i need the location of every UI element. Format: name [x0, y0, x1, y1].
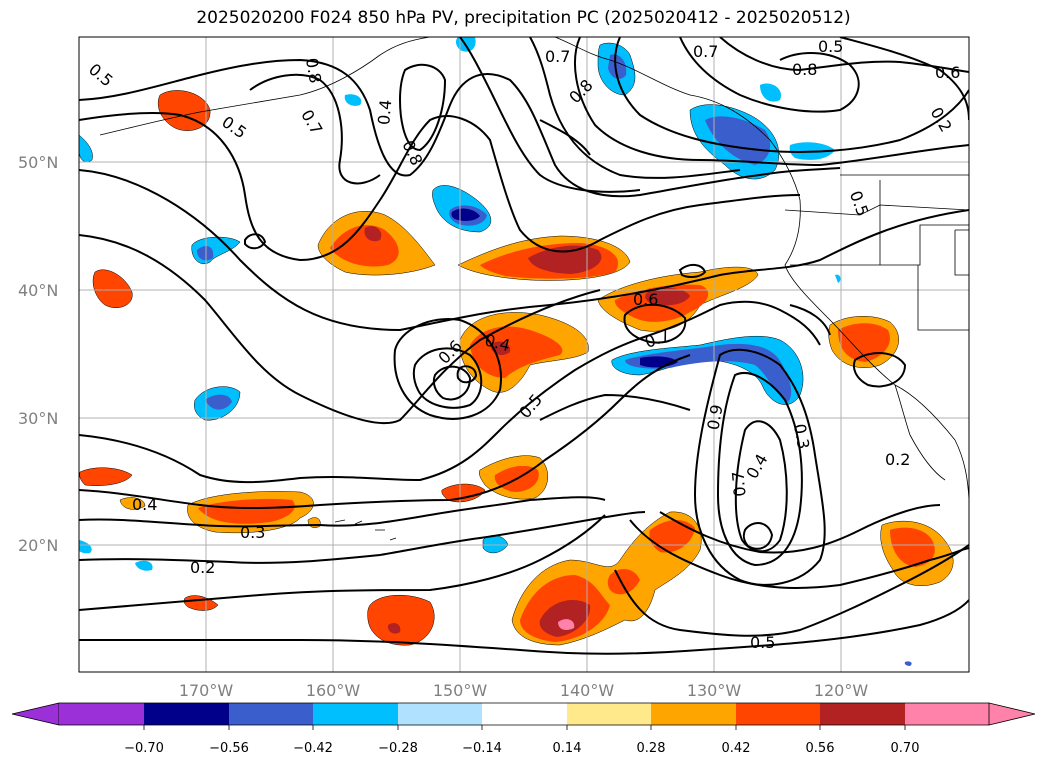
colorbar-extend-high — [988, 702, 1036, 726]
lat-label: 40°N — [18, 281, 58, 300]
contour-label: 0.7 — [693, 42, 718, 61]
contour-label: 0.2 — [885, 450, 910, 469]
lat-label: 20°N — [18, 536, 58, 555]
lon-label: 170°W — [179, 681, 234, 700]
map-gridlines — [79, 37, 969, 672]
contour-label: 0.7 — [728, 470, 749, 497]
colorbar-segment — [144, 703, 229, 725]
contour-label: 0.3 — [790, 422, 813, 450]
colorbar-segment — [905, 703, 989, 725]
contour-label: 0.4 — [132, 495, 157, 514]
contour-label: 0.5 — [750, 633, 775, 652]
contour-label: 0.7 — [297, 106, 326, 138]
lon-label: 150°W — [433, 681, 488, 700]
contour-label: 0.5 — [85, 60, 117, 91]
contour-label: 0.9 — [703, 403, 726, 431]
contour-label: 0.8 — [302, 56, 325, 84]
contour-label: 0.2 — [190, 558, 215, 577]
colorbar-segment — [482, 703, 567, 725]
contour-label: 0.2 — [927, 104, 956, 136]
map-title: 2025020200 F024 850 hPa PV, precipitatio… — [196, 8, 851, 28]
lon-label: 160°W — [306, 681, 361, 700]
lat-label: 30°N — [18, 409, 58, 428]
contour-label: 0.8 — [565, 76, 596, 107]
colorbar-tick-label: −0.56 — [209, 741, 249, 756]
colorbar-tick-label: −0.28 — [378, 741, 418, 756]
map-area: 0.5 0.8 0.7 0.5 0.4 0.8 0.7 0.8 0.7 0.5 … — [79, 37, 969, 672]
colorbar: −0.70 −0.56 −0.42 −0.28 −0.14 0.14 0.28 … — [11, 702, 1036, 756]
colorbar-segment — [567, 703, 651, 725]
colorbar-tick-label: 0.28 — [637, 741, 666, 756]
colorbar-segment — [736, 703, 820, 725]
contour-label: 0.5 — [218, 112, 250, 142]
longitude-labels: 170°W 160°W 150°W 140°W 130°W 120°W — [179, 681, 869, 700]
contour-label: 0.7 — [545, 47, 570, 66]
colorbar-segment — [59, 703, 144, 725]
colorbar-segment — [398, 703, 482, 725]
coastlines — [99, 37, 969, 541]
lon-label: 140°W — [560, 681, 615, 700]
map-frame — [78, 36, 970, 673]
colorbar-segment — [229, 703, 313, 725]
contour-label: 0.8 — [792, 60, 817, 79]
colorbar-tick-label: −0.42 — [293, 741, 333, 756]
contour-label: 0.4 — [374, 99, 395, 126]
lon-label: 130°W — [687, 681, 742, 700]
contour-label: 0.3 — [240, 523, 265, 542]
lat-label: 50°N — [18, 153, 58, 172]
colorbar-tick-label: −0.14 — [462, 741, 502, 756]
colorbar-segment — [820, 703, 905, 725]
latitude-labels: 50°N 40°N 30°N 20°N — [18, 153, 58, 555]
lon-label: 120°W — [814, 681, 869, 700]
colorbar-tick-label: 0.14 — [553, 741, 582, 756]
colorbar-extend-low — [11, 702, 60, 726]
colorbar-tick-label: 0.70 — [891, 741, 920, 756]
colorbar-segment — [313, 703, 398, 725]
pv-contours — [79, 37, 969, 655]
contour-label: 0.5 — [818, 37, 843, 56]
colorbar-tick-label: 0.56 — [806, 741, 835, 756]
contour-label: 0.6 — [633, 290, 658, 309]
colorbar-tick-label: −0.70 — [124, 741, 164, 756]
colorbar-segment — [651, 703, 736, 725]
contour-label: 0.6 — [935, 63, 960, 82]
colorbar-tick-label: 0.42 — [722, 741, 751, 756]
